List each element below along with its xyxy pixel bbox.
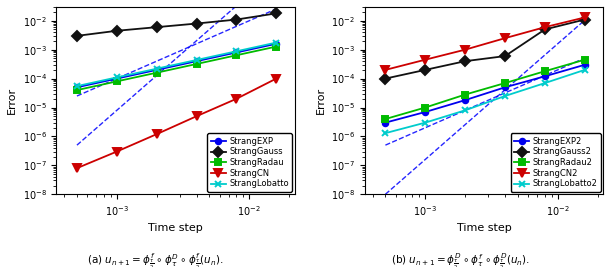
StrangRadau2 <box>462 93 469 96</box>
StrangLobatto2 <box>422 121 429 124</box>
Line: StrangGauss2: StrangGauss2 <box>382 16 588 82</box>
StrangGauss <box>73 34 81 37</box>
StrangGauss <box>233 18 240 21</box>
StrangLobatto2 <box>462 109 469 112</box>
StrangRadau <box>73 88 81 92</box>
StrangRadau <box>153 71 160 74</box>
StrangLobatto <box>273 41 280 44</box>
Line: StrangEXP: StrangEXP <box>74 41 279 90</box>
StrangCN <box>153 132 160 136</box>
StrangCN2 <box>581 16 589 19</box>
StrangEXP <box>153 68 160 72</box>
Line: StrangRadau2: StrangRadau2 <box>382 57 587 122</box>
StrangCN <box>233 97 240 100</box>
StrangRadau2 <box>422 106 429 109</box>
StrangEXP <box>273 42 280 45</box>
StrangGauss <box>273 12 280 15</box>
StrangEXP2 <box>462 99 469 102</box>
StrangCN <box>73 167 81 170</box>
StrangEXP2 <box>382 121 389 124</box>
X-axis label: Time step: Time step <box>457 223 511 233</box>
StrangLobatto <box>193 58 200 62</box>
Line: StrangCN2: StrangCN2 <box>381 13 589 74</box>
StrangGauss <box>193 22 200 25</box>
StrangCN2 <box>501 37 509 40</box>
StrangEXP <box>233 51 240 54</box>
StrangCN2 <box>541 26 548 29</box>
StrangEXP2 <box>422 110 429 113</box>
Y-axis label: Error: Error <box>7 87 17 114</box>
Legend: StrangEXP2, StrangGauss2, StrangRadau2, StrangCN2, StrangLobatto2: StrangEXP2, StrangGauss2, StrangRadau2, … <box>511 134 601 192</box>
StrangEXP <box>113 77 120 80</box>
StrangLobatto2 <box>501 95 509 98</box>
StrangGauss2 <box>422 68 429 72</box>
StrangCN <box>193 115 200 118</box>
Line: StrangLobatto2: StrangLobatto2 <box>382 66 588 137</box>
Line: StrangRadau: StrangRadau <box>74 44 279 93</box>
StrangGauss2 <box>501 54 509 58</box>
StrangLobatto <box>153 67 160 70</box>
StrangEXP <box>193 60 200 63</box>
StrangRadau <box>193 62 200 66</box>
X-axis label: Time step: Time step <box>148 223 203 233</box>
StrangRadau <box>233 54 240 57</box>
Legend: StrangEXP, StrangGauss, StrangRadau, StrangCN, StrangLobatto: StrangEXP, StrangGauss, StrangRadau, Str… <box>207 134 292 192</box>
StrangGauss2 <box>382 77 389 80</box>
StrangRadau2 <box>581 58 589 61</box>
StrangCN <box>273 77 280 80</box>
StrangLobatto2 <box>581 68 589 72</box>
StrangCN2 <box>382 68 389 72</box>
StrangRadau2 <box>501 81 509 85</box>
StrangCN2 <box>422 58 429 61</box>
StrangGauss2 <box>541 28 548 31</box>
Text: (b) $u_{n+1}=\phi^D_{\frac{\tau}{2}} \circ \phi^f_{\tau} \circ \phi^D_{\frac{\ta: (b) $u_{n+1}=\phi^D_{\frac{\tau}{2}} \ci… <box>391 252 530 267</box>
Line: StrangLobatto: StrangLobatto <box>73 39 280 89</box>
StrangRadau <box>273 45 280 48</box>
StrangLobatto2 <box>382 132 389 135</box>
StrangGauss <box>153 26 160 29</box>
StrangCN2 <box>462 48 469 51</box>
StrangEXP2 <box>581 63 589 66</box>
Line: StrangEXP2: StrangEXP2 <box>382 62 587 125</box>
Y-axis label: Error: Error <box>315 87 325 114</box>
StrangRadau2 <box>541 70 548 73</box>
StrangEXP2 <box>501 86 509 89</box>
StrangRadau2 <box>382 117 389 121</box>
Line: StrangCN: StrangCN <box>73 74 281 172</box>
StrangLobatto <box>73 84 81 88</box>
StrangGauss2 <box>462 60 469 63</box>
StrangLobatto <box>233 50 240 53</box>
StrangLobatto <box>113 76 120 79</box>
StrangCN <box>113 150 120 153</box>
StrangLobatto2 <box>541 81 548 85</box>
StrangEXP <box>73 86 81 89</box>
StrangRadau <box>113 80 120 83</box>
Line: StrangGauss: StrangGauss <box>73 10 280 39</box>
Text: (a) $u_{n+1}=\phi^f_{\frac{\tau}{2}} \circ \phi^D_{\tau} \circ \phi^f_{\frac{\ta: (a) $u_{n+1}=\phi^f_{\frac{\tau}{2}} \ci… <box>87 252 224 267</box>
StrangGauss <box>113 29 120 32</box>
StrangGauss2 <box>581 18 589 21</box>
StrangEXP2 <box>541 75 548 78</box>
